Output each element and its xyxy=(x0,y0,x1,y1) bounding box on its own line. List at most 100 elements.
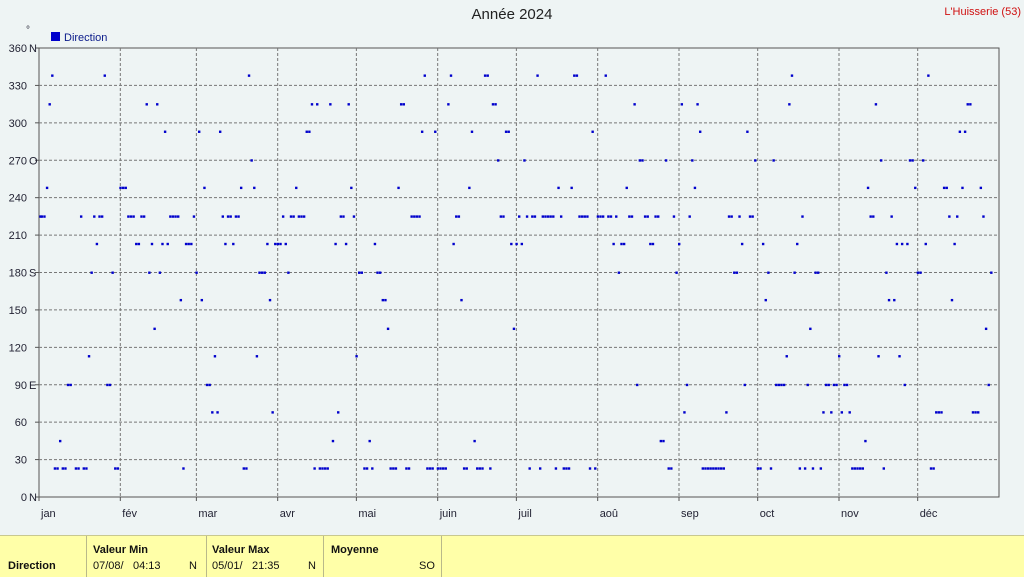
x-tick-label: juin xyxy=(439,508,457,520)
data-point xyxy=(885,271,888,274)
data-point xyxy=(397,186,400,190)
data-point xyxy=(701,467,705,470)
y-tick-label: 330 xyxy=(9,80,27,92)
data-point xyxy=(672,215,676,218)
data-point xyxy=(253,186,256,190)
data-point xyxy=(544,215,547,218)
data-point xyxy=(714,467,718,470)
data-point xyxy=(832,383,836,387)
data-point xyxy=(874,103,878,106)
data-point xyxy=(898,355,901,358)
data-point xyxy=(670,467,673,470)
data-point xyxy=(796,242,799,246)
data-point xyxy=(921,159,925,162)
data-point xyxy=(392,467,395,470)
data-point xyxy=(148,271,151,274)
data-point xyxy=(184,242,188,246)
x-tick-label: oct xyxy=(760,508,775,520)
data-point xyxy=(990,271,993,274)
data-point xyxy=(350,186,353,190)
data-point xyxy=(769,467,773,470)
y-tick-label: 60 xyxy=(15,417,27,429)
data-point xyxy=(499,215,503,218)
data-point xyxy=(583,215,586,218)
data-point xyxy=(565,467,568,470)
data-point xyxy=(313,467,316,470)
data-point xyxy=(384,298,387,302)
data-point xyxy=(848,411,851,414)
x-tick-label: déc xyxy=(920,508,938,520)
data-point xyxy=(142,215,146,218)
data-point xyxy=(423,74,426,77)
y-tick-direction: N xyxy=(29,43,37,55)
data-point xyxy=(761,242,765,246)
data-point xyxy=(289,215,293,218)
data-point xyxy=(150,242,154,246)
data-point xyxy=(727,215,731,218)
data-point xyxy=(712,467,715,470)
data-point xyxy=(879,159,883,162)
data-point xyxy=(402,103,405,106)
data-point xyxy=(942,186,946,190)
data-point xyxy=(258,271,261,274)
data-point xyxy=(56,467,59,470)
data-point xyxy=(360,271,364,274)
data-point xyxy=(958,130,962,133)
data-point xyxy=(129,215,133,218)
data-point xyxy=(607,215,610,218)
data-point xyxy=(525,215,529,218)
data-point xyxy=(473,439,476,443)
data-point xyxy=(229,215,232,218)
data-point xyxy=(575,74,579,77)
data-point xyxy=(239,186,243,190)
y-tick-label: 270 xyxy=(9,155,27,167)
data-point xyxy=(198,130,201,133)
data-point xyxy=(696,103,699,106)
data-point xyxy=(754,159,757,162)
data-point xyxy=(132,215,135,218)
data-point xyxy=(103,74,106,77)
chart-title: Année 2024 xyxy=(471,6,553,23)
data-point xyxy=(452,242,455,246)
data-point xyxy=(801,215,804,218)
data-point xyxy=(953,242,956,246)
data-point xyxy=(688,215,691,218)
data-point xyxy=(135,242,138,246)
y-tick-label: 90 xyxy=(15,380,27,392)
data-point xyxy=(554,467,558,470)
data-point xyxy=(74,467,78,470)
data-point xyxy=(66,383,70,387)
data-point xyxy=(515,242,518,246)
data-point xyxy=(318,467,322,470)
data-point xyxy=(271,411,274,414)
data-point xyxy=(814,271,817,274)
y-tick-label: 30 xyxy=(15,455,27,467)
data-point xyxy=(788,103,791,106)
data-point xyxy=(845,383,849,387)
data-point xyxy=(580,215,584,218)
data-point xyxy=(266,242,269,246)
data-point xyxy=(187,242,190,246)
data-point xyxy=(667,467,670,470)
data-point xyxy=(281,215,285,218)
data-point xyxy=(630,215,634,218)
data-point xyxy=(300,215,303,218)
data-point xyxy=(470,130,474,133)
data-point xyxy=(638,159,642,162)
data-point xyxy=(121,186,125,190)
data-point xyxy=(363,467,366,470)
data-point xyxy=(169,215,172,218)
data-point xyxy=(649,242,652,246)
summary-min-date: 07/08/ xyxy=(93,560,124,572)
data-point xyxy=(292,215,295,218)
data-point xyxy=(557,186,560,190)
data-point xyxy=(108,383,112,387)
data-point xyxy=(838,355,841,358)
data-point xyxy=(853,467,857,470)
data-point xyxy=(840,411,844,414)
data-point xyxy=(675,271,678,274)
data-point xyxy=(481,467,484,470)
summary-min-time: 04:13 xyxy=(133,560,161,572)
data-point xyxy=(683,411,686,414)
